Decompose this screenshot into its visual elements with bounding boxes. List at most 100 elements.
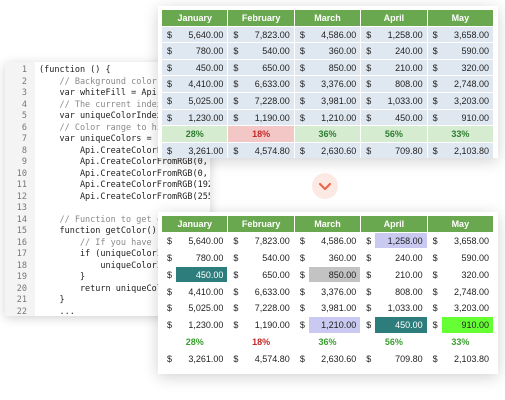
cell-value: 2,748.00: [453, 286, 490, 297]
cell: $650.00: [228, 267, 293, 283]
cell-value: 590.00: [461, 252, 490, 263]
line-number: 1: [21, 65, 27, 75]
code-text: Api.CreateColorFromRGB(0, 255, 0),: [79, 157, 208, 167]
code-line: 2 // Background color: [5, 77, 210, 89]
cell: $7,228.00: [228, 300, 293, 316]
cell-highlight: [308, 266, 361, 283]
code-text: var uniqueColors = [: [39, 134, 162, 144]
line-number: 20: [16, 283, 27, 294]
cell-value: 3,203.00: [453, 95, 490, 106]
currency-symbol: $: [167, 252, 173, 263]
column-header: February: [228, 216, 294, 232]
line-gutter: [5, 62, 35, 316]
line-number: 5: [21, 111, 27, 121]
currency-symbol: $: [299, 62, 305, 73]
cell: $590.00: [428, 250, 493, 266]
cell: $2,630.60: [295, 351, 360, 367]
line-number: 3: [21, 88, 27, 98]
cell-value: 7,823.00: [254, 235, 290, 246]
currency-symbol: $: [299, 286, 305, 297]
chevron-icon: [318, 182, 332, 191]
cell: $6,633.00: [228, 284, 293, 300]
cell: $450.00: [361, 317, 427, 333]
percent-cell: 33%: [427, 126, 494, 142]
column-header: April: [361, 216, 427, 232]
cell: $3,658.00: [428, 233, 493, 249]
cell: $850.00: [294, 59, 361, 76]
cell-value: 4,410.00: [188, 286, 224, 297]
currency-symbol: $: [366, 235, 372, 246]
cell: $360.00: [295, 250, 360, 266]
cell: $910.00: [427, 109, 494, 126]
data-row: $5,640.00 $7,823.00 $4,586.00 $1,258.00 $3,6…: [162, 26, 494, 44]
code-line: 13: [5, 203, 210, 215]
currency-symbol: $: [299, 320, 305, 331]
code-text: // The current index: [39, 99, 162, 110]
currency-symbol: $: [299, 95, 305, 106]
percent-cell: 28%: [162, 126, 228, 142]
cell-value: 808.00: [395, 79, 423, 90]
cell-value: 3,376.00: [321, 286, 357, 297]
currency-symbol: $: [167, 79, 173, 90]
line-number: 14: [16, 214, 27, 225]
cell: $2,103.80: [427, 142, 494, 159]
cell-highlight: [176, 266, 228, 283]
cell: $540.00: [228, 250, 293, 266]
cell: $808.00: [361, 284, 426, 300]
data-row: $450.00 $650.00 $850.00 $210.00 $320.00: [162, 59, 494, 77]
cell-value: 2,630.60: [321, 353, 357, 364]
currency-symbol: $: [233, 145, 239, 156]
cell-value: 360.00: [328, 252, 357, 263]
cell: $850.00: [295, 266, 361, 283]
cell-value: 450.00: [195, 269, 224, 280]
currency-symbol: $: [366, 145, 372, 156]
expand-button[interactable]: [312, 173, 338, 199]
cell-value: 540.00: [262, 252, 290, 263]
currency-symbol: $: [167, 286, 173, 297]
code-text: Api.CreateColorFromRGB(255, 255, 0),: [79, 145, 210, 156]
currency-symbol: $: [233, 353, 239, 364]
currency-symbol: $: [432, 353, 438, 364]
cell-value: 1,033.00: [387, 303, 423, 314]
cell-value: 3,261.00: [188, 145, 224, 156]
code-line: 12 Api.CreateColorFromRGB(255, 204, 0)];: [5, 192, 210, 204]
cell: $709.80: [361, 351, 426, 367]
cell: $1,258.00: [361, 26, 427, 43]
cell-value: 1,258.00: [387, 235, 423, 246]
currency-symbol: $: [233, 79, 239, 90]
cell: $1,258.00: [361, 232, 427, 249]
line-number: 15: [16, 226, 27, 236]
cell-value: 910.00: [461, 112, 490, 123]
cell: $240.00: [361, 250, 426, 266]
cell-value: 850.00: [328, 62, 357, 73]
percent-cell: 36%: [318, 336, 337, 347]
cell: $3,203.00: [428, 300, 493, 316]
cell-value: 1,190.00: [254, 112, 290, 123]
cell: $3,981.00: [295, 300, 360, 316]
line-number: 7: [21, 134, 27, 144]
column-header: January: [162, 216, 228, 232]
cell: $4,586.00: [294, 26, 361, 43]
cell-highlight: [441, 317, 494, 333]
spreadsheet: January February March April May $5,640.00 $7,…: [162, 216, 494, 367]
column-header: April: [361, 10, 427, 26]
cell-value: 7,823.00: [254, 29, 290, 40]
cell-value: 1,210.00: [321, 112, 357, 123]
code-text: }: [39, 295, 65, 305]
source-table-card: January February March April May $5,640.00 $7,…: [158, 6, 498, 159]
cell: $450.00: [162, 266, 228, 283]
cell-value: 1,258.00: [387, 29, 423, 40]
currency-symbol: $: [432, 286, 438, 297]
cell-value: 5,025.00: [188, 95, 224, 106]
cell-value: 3,981.00: [321, 303, 357, 314]
currency-symbol: $: [366, 252, 372, 263]
column-header: March: [294, 216, 361, 232]
code-line: 4 // The current index: [5, 100, 210, 112]
code-text: function getColor() {: [39, 226, 167, 236]
currency-symbol: $: [167, 112, 173, 123]
data-row: $5,025.00 $7,228.00 $3,981.00 $1,033.00 $3,2…: [162, 300, 494, 317]
cell-value: 450.00: [395, 320, 423, 331]
line-number: 21: [16, 295, 27, 305]
cell-value: 1,033.00: [387, 95, 423, 106]
code-line: 17 if (uniqueColorIndex: [5, 249, 210, 261]
